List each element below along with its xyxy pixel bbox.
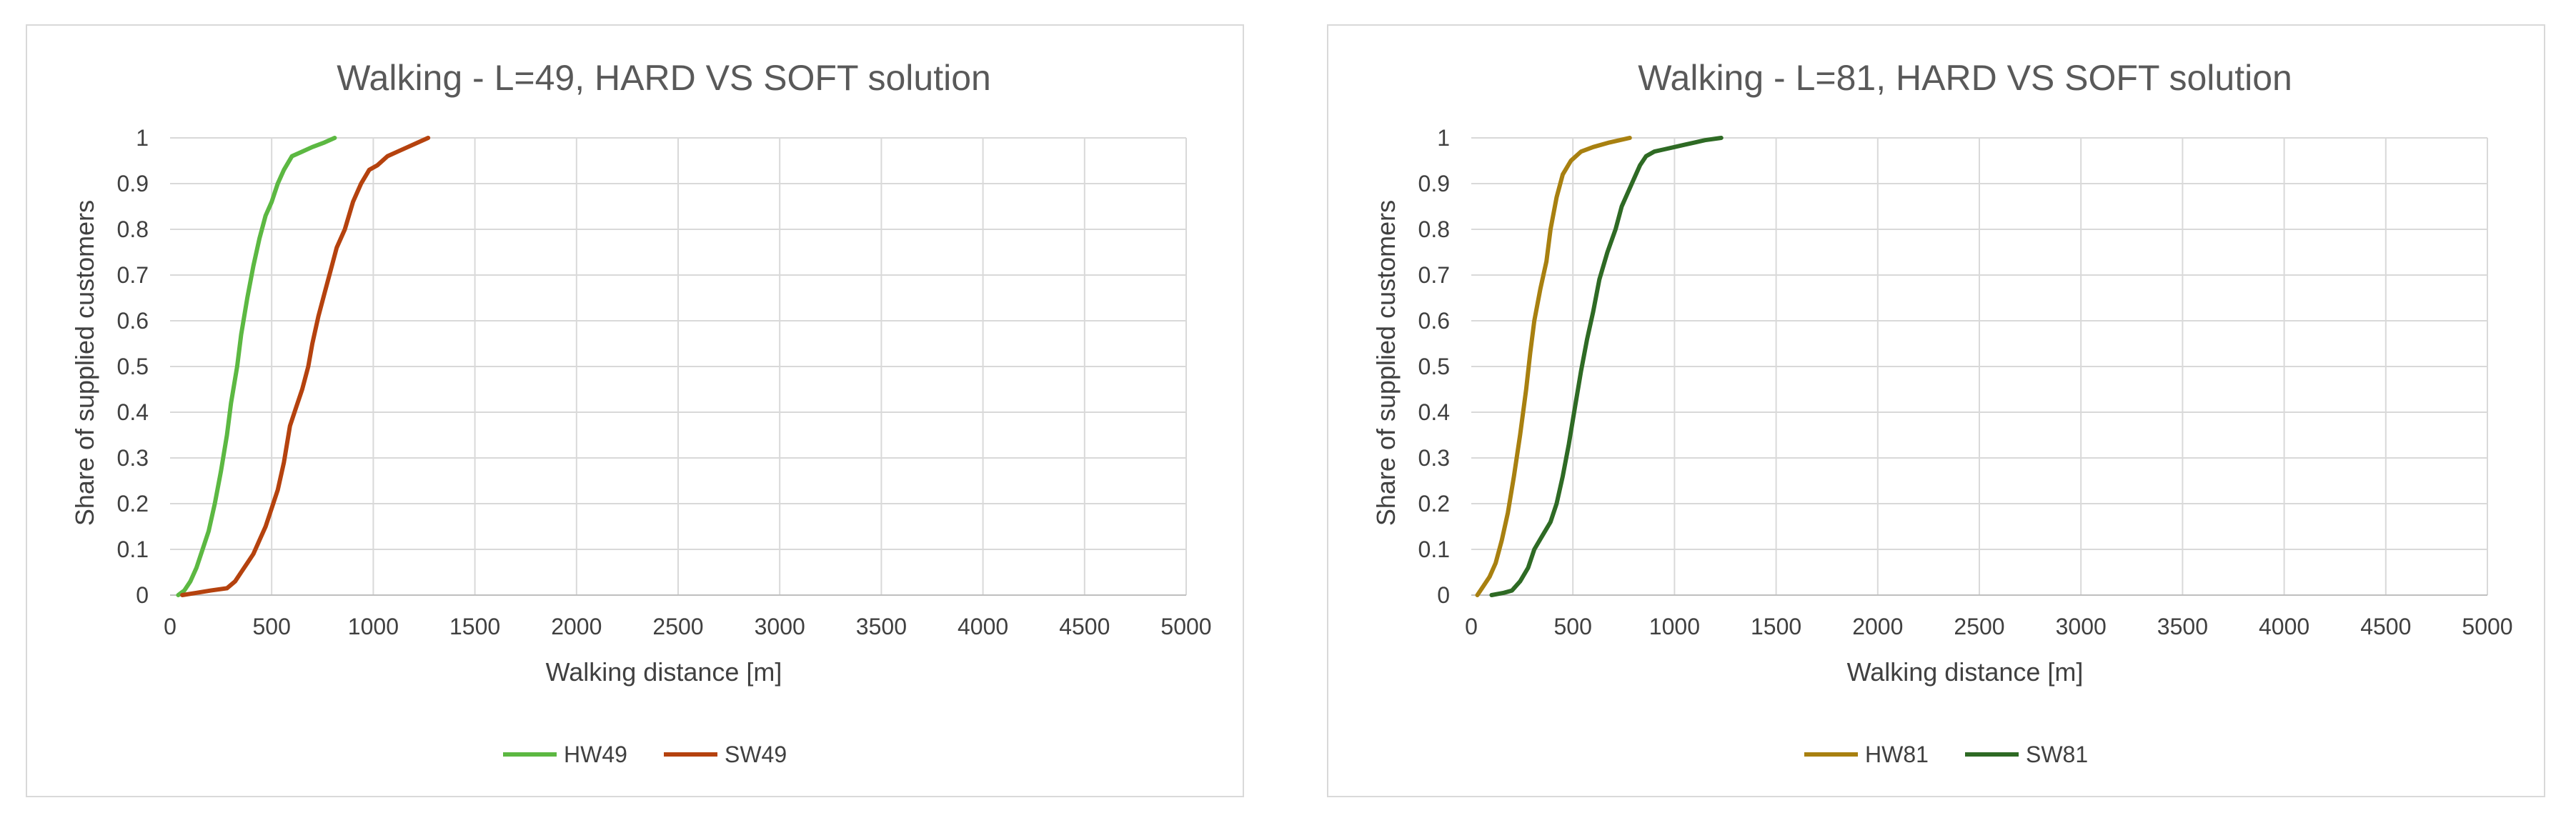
x-tick-label: 2000: [1852, 614, 1903, 639]
y-tick-label: 0.5: [1418, 354, 1450, 379]
y-tick-label: 0: [136, 582, 149, 608]
legend-label-sw81: SW81: [2026, 742, 2088, 767]
y-tick-label: 0.8: [1418, 216, 1450, 242]
x-tick-label: 2500: [1954, 614, 2004, 639]
x-tick-label: 500: [1554, 614, 1592, 639]
y-tick-label: 0.8: [117, 216, 149, 242]
y-tick-label: 0.1: [1418, 537, 1450, 562]
x-tick-label: 3500: [856, 614, 907, 639]
series-line-hw49: [176, 136, 337, 597]
x-axis-title: Walking distance [m]: [1847, 657, 2084, 687]
y-tick-label: 1: [1437, 125, 1450, 151]
x-tick-label: 1000: [1649, 614, 1700, 639]
x-tick-label: 4500: [2360, 614, 2411, 639]
y-tick-label: 0.5: [117, 354, 149, 379]
x-tick-label: 3000: [755, 614, 805, 639]
y-tick-label: 0.4: [117, 399, 149, 425]
x-tick-label: 1500: [449, 614, 500, 639]
x-tick-label: 0: [1465, 614, 1478, 639]
legend-label-hw81: HW81: [1865, 742, 1929, 767]
chart-title: Walking - L=49, HARD VS SOFT solution: [337, 58, 991, 98]
series-line-hw81: [1475, 136, 1632, 597]
chart-svg-left: Walking - L=49, HARD VS SOFT solution 0 50…: [70, 58, 1212, 767]
y-tick-label: 0.9: [117, 171, 149, 196]
y-tick-label: 0.3: [1418, 445, 1450, 471]
y-tick-label: 0.6: [1418, 308, 1450, 334]
x-tick-label: 4000: [958, 614, 1008, 639]
y-tick-label: 0: [1437, 582, 1450, 608]
y-tick-label: 0.6: [117, 308, 149, 334]
y-tick-label: 0.3: [117, 445, 149, 471]
x-tick-label: 1000: [348, 614, 399, 639]
y-tick-label: 0.9: [1418, 171, 1450, 196]
x-axis-title: Walking distance [m]: [546, 657, 782, 687]
series-line-sw49: [180, 136, 431, 597]
chart-panel-left: Walking - L=49, HARD VS SOFT solution 0 50…: [26, 24, 1244, 797]
chart-title: Walking - L=81, HARD VS SOFT solution: [1638, 58, 2292, 98]
chart-panel-right: Walking - L=81, HARD VS SOFT solution 0 50…: [1327, 24, 2545, 797]
y-axis-title: Share of supplied customers: [1371, 200, 1401, 526]
x-tick-label: 4000: [2259, 614, 2309, 639]
x-tick-label: 0: [164, 614, 176, 639]
x-tick-label: 3000: [2056, 614, 2107, 639]
x-tick-label: 2000: [551, 614, 602, 639]
y-tick-label: 0.1: [117, 537, 149, 562]
x-tick-label: 500: [253, 614, 291, 639]
legend-label-hw49: HW49: [564, 742, 627, 767]
x-tick-label: 4500: [1059, 614, 1110, 639]
legend-label-sw49: SW49: [725, 742, 787, 767]
y-axis-title: Share of supplied customers: [70, 200, 99, 526]
chart-svg-right: Walking - L=81, HARD VS SOFT solution 0 50…: [1371, 58, 2513, 767]
y-tick-label: 0.7: [117, 262, 149, 288]
y-tick-label: 1: [136, 125, 149, 151]
y-tick-label: 0.2: [1418, 491, 1450, 517]
y-tick-label: 0.4: [1418, 399, 1450, 425]
x-tick-label: 5000: [2462, 614, 2512, 639]
x-tick-label: 3500: [2157, 614, 2208, 639]
y-tick-label: 0.2: [117, 491, 149, 517]
y-tick-label: 0.7: [1418, 262, 1450, 288]
series-line-sw81: [1489, 136, 1724, 597]
x-tick-label: 2500: [652, 614, 703, 639]
x-tick-label: 1500: [1751, 614, 1801, 639]
x-tick-label: 5000: [1160, 614, 1211, 639]
